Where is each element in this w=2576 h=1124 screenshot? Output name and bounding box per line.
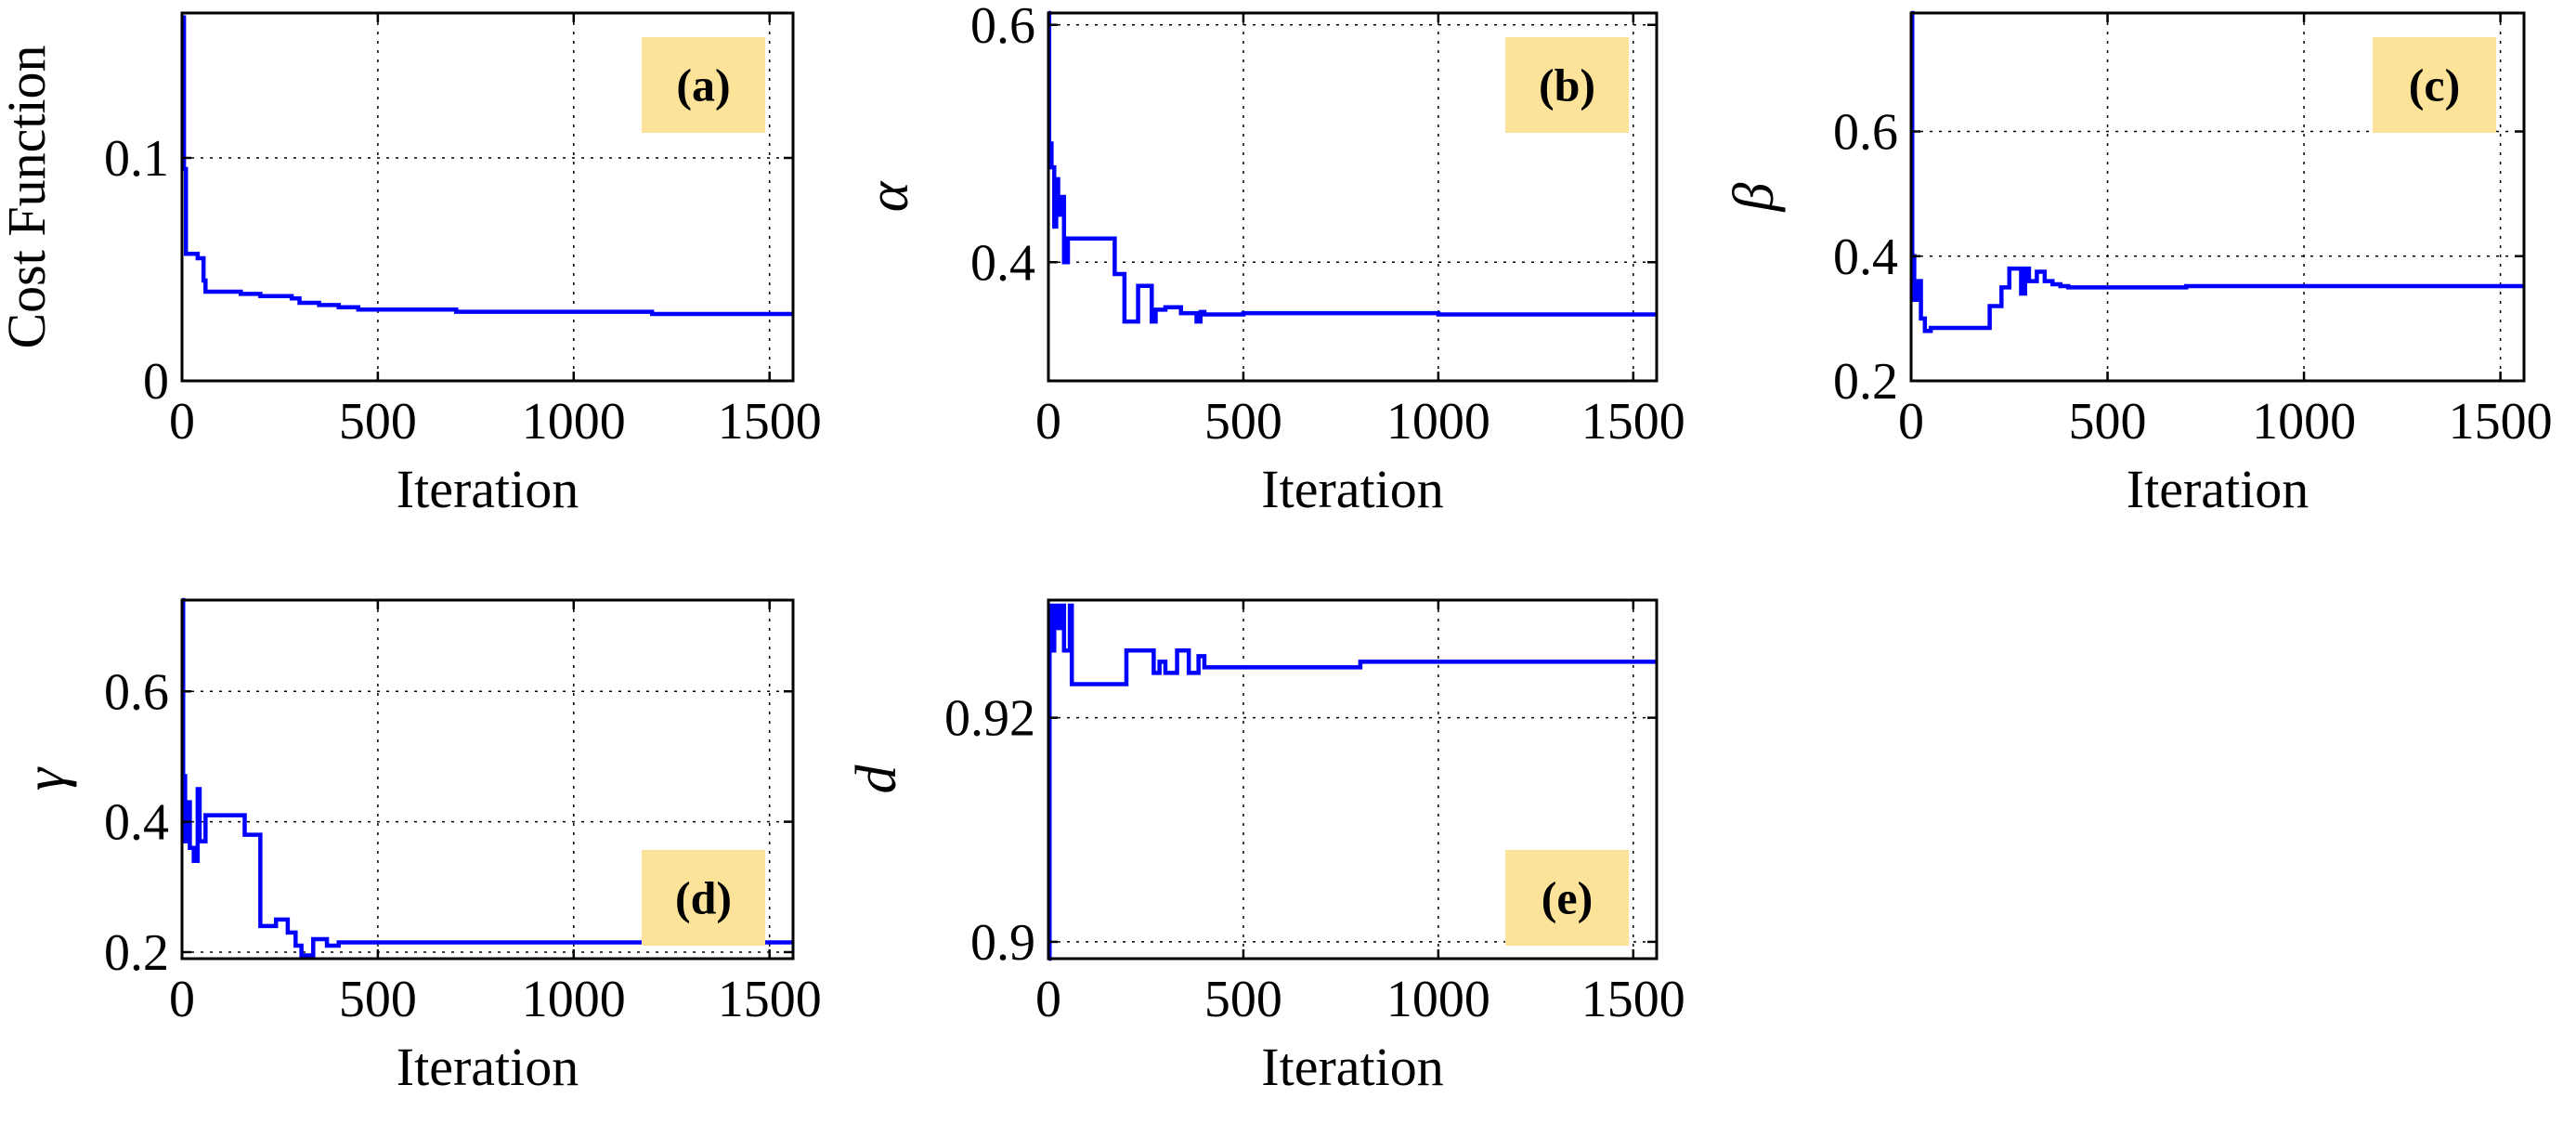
x-tick-label: 1000 [522, 393, 626, 451]
x-tick-label: 1000 [522, 971, 626, 1028]
axes-frame [180, 598, 795, 961]
panel-label: (a) [676, 59, 730, 111]
subplot-c: 0 500 1000 1500 0.2 0.4 0.6 Iteration β (c) [1723, 10, 2553, 519]
y-axis-label: γ [14, 766, 77, 791]
x-tick-label: 1500 [718, 393, 822, 451]
x-tick-label: 1500 [2449, 393, 2553, 451]
x-tick-label: 0 [1898, 393, 1924, 451]
y-tick-label: 0.6 [970, 0, 1035, 55]
y-axis-label: d [845, 765, 908, 794]
y-tick-label: 0.2 [104, 924, 169, 982]
x-axis-label: Iteration [2127, 459, 2309, 519]
subplot-a: 0 500 1000 1500 0 0.1 Iteration Cost Function (a… [0, 11, 822, 519]
x-axis-label: Iteration [397, 1037, 579, 1097]
axes-frame [180, 11, 795, 383]
x-axis-label: Iteration [397, 459, 579, 519]
series-line [181, 15, 793, 317]
x-tick-label: 0 [1035, 971, 1061, 1028]
panel-label-box [1505, 850, 1629, 946]
panel-label-box [642, 37, 765, 133]
x-tick-label: 500 [339, 971, 417, 1028]
series-line [181, 597, 793, 958]
y-tick-label: 0.6 [1833, 104, 1898, 162]
panel-label: (d) [675, 872, 732, 924]
y-tick-label: 0.6 [104, 663, 169, 721]
x-axis-label: Iteration [1261, 459, 1443, 519]
y-axis-label: α [857, 180, 920, 212]
y-axis-label: Cost Function [0, 45, 57, 348]
x-tick-label: 0 [169, 393, 195, 451]
y-tick-label: 0.1 [104, 130, 169, 188]
y-tick-label: 0 [143, 353, 169, 411]
subplot-b: 0 500 1000 1500 0.4 0.6 Iteration α (b) [857, 0, 1685, 519]
panel-label-box [2373, 37, 2496, 133]
subplot-e: 0 500 1000 1500 0.9 0.92 Iteration d (e) [845, 598, 1685, 1097]
y-tick-label: 0.2 [1833, 353, 1898, 411]
x-tick-label: 500 [1204, 971, 1282, 1028]
panel-label: (e) [1542, 872, 1594, 924]
x-tick-label: 500 [1204, 393, 1282, 451]
panel-label: (b) [1539, 59, 1595, 111]
x-tick-label: 0 [169, 971, 195, 1028]
x-tick-label: 0 [1035, 393, 1061, 451]
axes-frame [1047, 11, 1659, 383]
x-tick-label: 500 [339, 393, 417, 451]
y-tick-label: 0.9 [970, 914, 1035, 972]
x-tick-label: 1500 [718, 971, 822, 1028]
subplot-d: 0 500 1000 1500 0.2 0.4 0.6 Iteration γ (d) [14, 597, 822, 1097]
panel-label-box [642, 850, 765, 946]
y-tick-label: 0.4 [104, 794, 169, 852]
x-tick-label: 1000 [1386, 393, 1490, 451]
x-tick-label: 1500 [1581, 393, 1685, 451]
y-tick-label: 0.4 [1833, 229, 1898, 286]
x-axis-label: Iteration [1261, 1037, 1443, 1097]
y-tick-label: 0.4 [970, 234, 1035, 292]
x-tick-label: 1000 [2252, 393, 2356, 451]
panel-label: (c) [2409, 59, 2461, 111]
x-tick-label: 1500 [1581, 971, 1685, 1028]
y-axis-label: β [1723, 182, 1786, 212]
y-tick-label: 0.92 [944, 690, 1035, 748]
series-line [1047, 603, 1657, 961]
axes-frame [1047, 598, 1659, 961]
panel-label-box [1505, 37, 1629, 133]
axes-frame [1909, 11, 2526, 383]
x-tick-label: 1000 [1386, 971, 1490, 1028]
x-tick-label: 500 [2069, 393, 2147, 451]
series-line [1047, 10, 1657, 324]
series-line [1910, 10, 2524, 333]
